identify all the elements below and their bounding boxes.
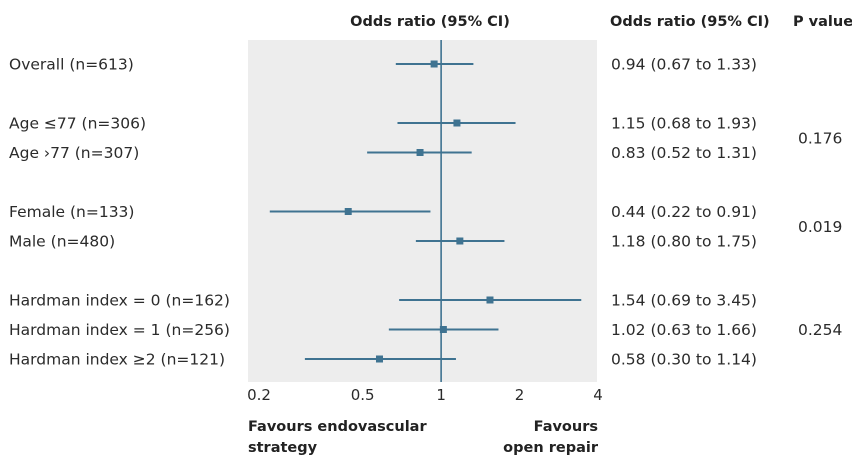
or-ci-value: 0.94 (0.67 to 1.33) xyxy=(611,56,757,74)
favours-left-label: Favours endovascular strategy xyxy=(248,419,427,456)
point-estimate-marker xyxy=(439,326,447,333)
or-ci-value: 1.15 (0.68 to 1.93) xyxy=(611,115,757,133)
row-label: Hardman index ≥2 (n=121) xyxy=(9,351,225,369)
p-value: 0.019 xyxy=(798,218,842,236)
point-estimate-marker xyxy=(344,208,352,215)
or-ci-value: 0.58 (0.30 to 1.14) xyxy=(611,351,757,369)
row-label: Overall (n=613) xyxy=(9,56,134,74)
x-tick-label: 0.2 xyxy=(247,386,271,404)
or-ci-value: 0.44 (0.22 to 0.91) xyxy=(611,203,757,221)
point-estimate-marker xyxy=(453,119,461,127)
x-tick-label: 1 xyxy=(436,386,446,404)
p-value: 0.254 xyxy=(798,321,842,339)
row-label: Female (n=133) xyxy=(9,203,134,221)
x-tick-label: 4 xyxy=(593,386,603,404)
p-value: 0.176 xyxy=(798,129,842,147)
point-estimate-marker xyxy=(430,60,438,68)
x-tick-label: 2 xyxy=(515,386,525,404)
point-estimate-marker xyxy=(375,355,383,363)
plot-header: Odds ratio (95% CI) xyxy=(350,14,510,30)
or-ci-value: 1.54 (0.69 to 3.45) xyxy=(611,292,757,310)
row-label: Hardman index = 1 (n=256) xyxy=(9,321,230,339)
or-ci-value: 0.83 (0.52 to 1.31) xyxy=(611,144,757,162)
row-label: Hardman index = 0 (n=162) xyxy=(9,292,230,310)
row-label: Age ≤77 (n=306) xyxy=(9,115,146,133)
p-value-column-header: P value xyxy=(793,14,852,30)
point-estimate-marker xyxy=(486,296,494,304)
favours-right-label: Favours open repair xyxy=(503,419,599,456)
row-label: Age ›77 (n=307) xyxy=(9,144,139,162)
or-ci-value: 1.02 (0.63 to 1.66) xyxy=(611,321,757,339)
or-ci-value: 1.18 (0.80 to 1.75) xyxy=(611,233,757,251)
point-estimate-marker xyxy=(456,237,464,245)
row-label: Male (n=480) xyxy=(9,233,115,251)
point-estimate-marker xyxy=(416,149,424,156)
x-tick-label: 0.5 xyxy=(351,386,375,404)
or-column-header: Odds ratio (95% CI) xyxy=(610,14,770,30)
